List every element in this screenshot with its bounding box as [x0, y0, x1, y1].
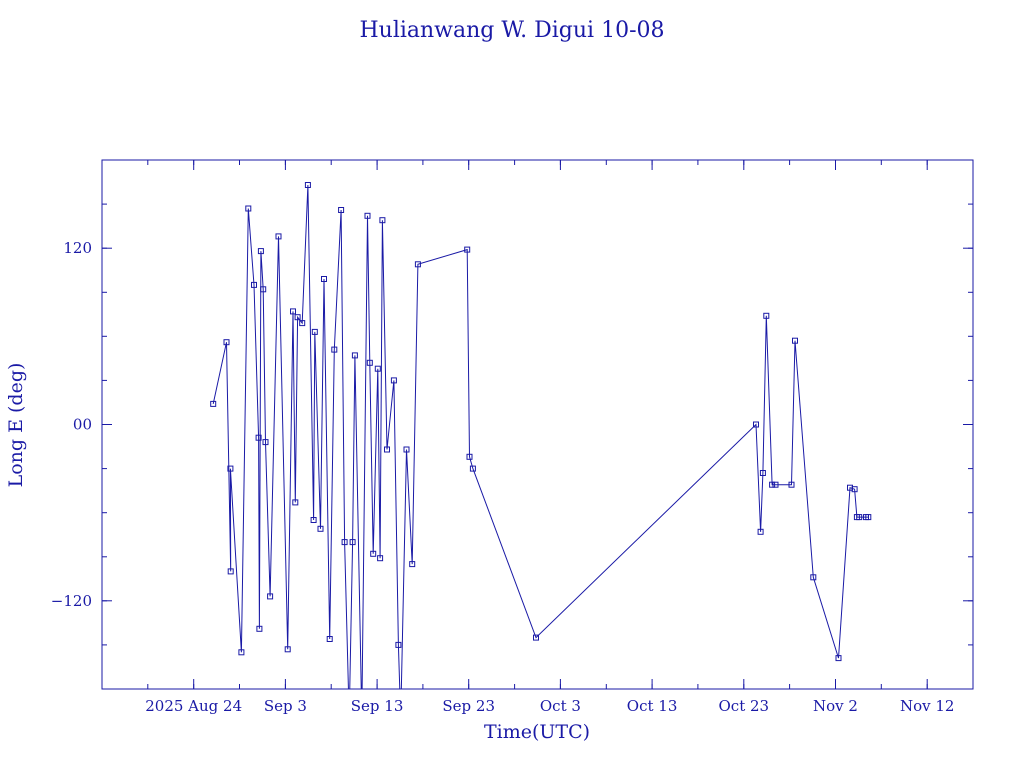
data-point-marker: [255, 434, 262, 441]
x-tick-label: 2025 Aug 24: [145, 697, 242, 715]
y-tick-label: 00: [73, 416, 92, 434]
y-axis-label: Long E (deg): [5, 363, 27, 488]
data-point-marker: [294, 314, 301, 321]
data-point-marker: [469, 465, 476, 472]
data-point-marker: [267, 593, 274, 600]
data-point-marker: [245, 205, 252, 212]
data-point-marker: [835, 655, 842, 662]
data-point-marker: [414, 261, 421, 268]
y-tick-label: 120: [63, 239, 92, 257]
data-point-marker: [533, 634, 539, 641]
x-axis-label: Time(UTC): [484, 721, 590, 743]
data-point-marker: [379, 217, 386, 224]
data-point-marker: [210, 400, 217, 407]
y-tick-label: −120: [51, 592, 92, 610]
data-point-marker: [326, 636, 333, 642]
data-point-marker: [788, 481, 795, 488]
data-point-marker: [865, 514, 872, 521]
data-point-marker: [349, 539, 356, 546]
x-tick-label: Sep 3: [264, 697, 307, 715]
data-point-marker: [238, 649, 245, 656]
axis-ticks: 2025 Aug 24 Sep 3 Sep 13 Sep 23 Oct 3 Oct 13 O…: [51, 160, 973, 715]
x-tick-label: Nov 12: [900, 697, 955, 715]
data-point-marker: [377, 555, 384, 562]
data-point-marker: [310, 517, 317, 523]
data-point-marker: [317, 525, 324, 532]
data-point-marker: [251, 281, 257, 288]
data-point-marker: [390, 377, 397, 384]
data-point-marker: [223, 339, 230, 346]
data-point-marker: [466, 453, 473, 460]
data-point-marker: [351, 352, 358, 359]
x-tick-label: Oct 13: [627, 697, 678, 715]
data-point-marker: [792, 337, 798, 344]
data-point-marker: [227, 465, 234, 472]
x-tick-label: Sep 23: [442, 697, 495, 715]
data-point-marker: [759, 470, 766, 476]
data-point-marker: [338, 207, 345, 213]
data-point-marker: [757, 528, 764, 535]
data-point-marker: [364, 212, 371, 219]
data-point-marker: [370, 550, 377, 557]
plot-frame: [101, 159, 974, 690]
x-tick-label: Sep 13: [351, 697, 404, 715]
chart-title: Hulianwang W. Digui 10-08: [359, 18, 664, 43]
data-point-marker: [359, 716, 364, 721]
data-point-marker: [347, 716, 352, 721]
data-point-marker: [409, 561, 416, 568]
data-point-marker: [395, 641, 402, 648]
data-point-marker: [304, 182, 311, 188]
data-point-marker: [292, 499, 299, 506]
data-point-marker: [275, 233, 282, 240]
data-point-marker: [290, 308, 296, 315]
data-point-marker: [260, 286, 267, 293]
data-point-marker: [403, 446, 410, 453]
data-point-marker: [763, 312, 770, 319]
data-point-marker: [311, 328, 318, 335]
data-point-marker: [299, 320, 306, 327]
x-tick-label: Nov 2: [813, 697, 858, 715]
data-point-marker: [856, 514, 863, 521]
x-tick-label: Oct 23: [719, 697, 770, 715]
data-point-marker: [772, 481, 779, 488]
data-point-marker: [257, 248, 264, 255]
data-point-marker: [321, 276, 327, 282]
plot-area: [210, 182, 872, 721]
data-point-marker: [851, 486, 858, 493]
data-point-marker: [341, 539, 348, 546]
data-point-marker: [769, 481, 776, 488]
data-point-marker: [810, 574, 817, 581]
data-point-marker: [227, 568, 234, 575]
x-tick-label: Oct 3: [540, 697, 581, 715]
data-point-marker: [384, 446, 390, 453]
data-point-marker: [284, 646, 291, 653]
longitude-series-line: [212, 184, 869, 689]
data-point-marker: [398, 716, 403, 721]
data-point-marker: [331, 346, 338, 353]
data-point-marker: [256, 625, 263, 632]
data-point-marker: [464, 246, 471, 253]
data-point-marker: [753, 421, 759, 428]
data-point-marker: [262, 439, 269, 446]
data-point-marker: [366, 359, 373, 366]
data-point-marker: [374, 365, 381, 372]
